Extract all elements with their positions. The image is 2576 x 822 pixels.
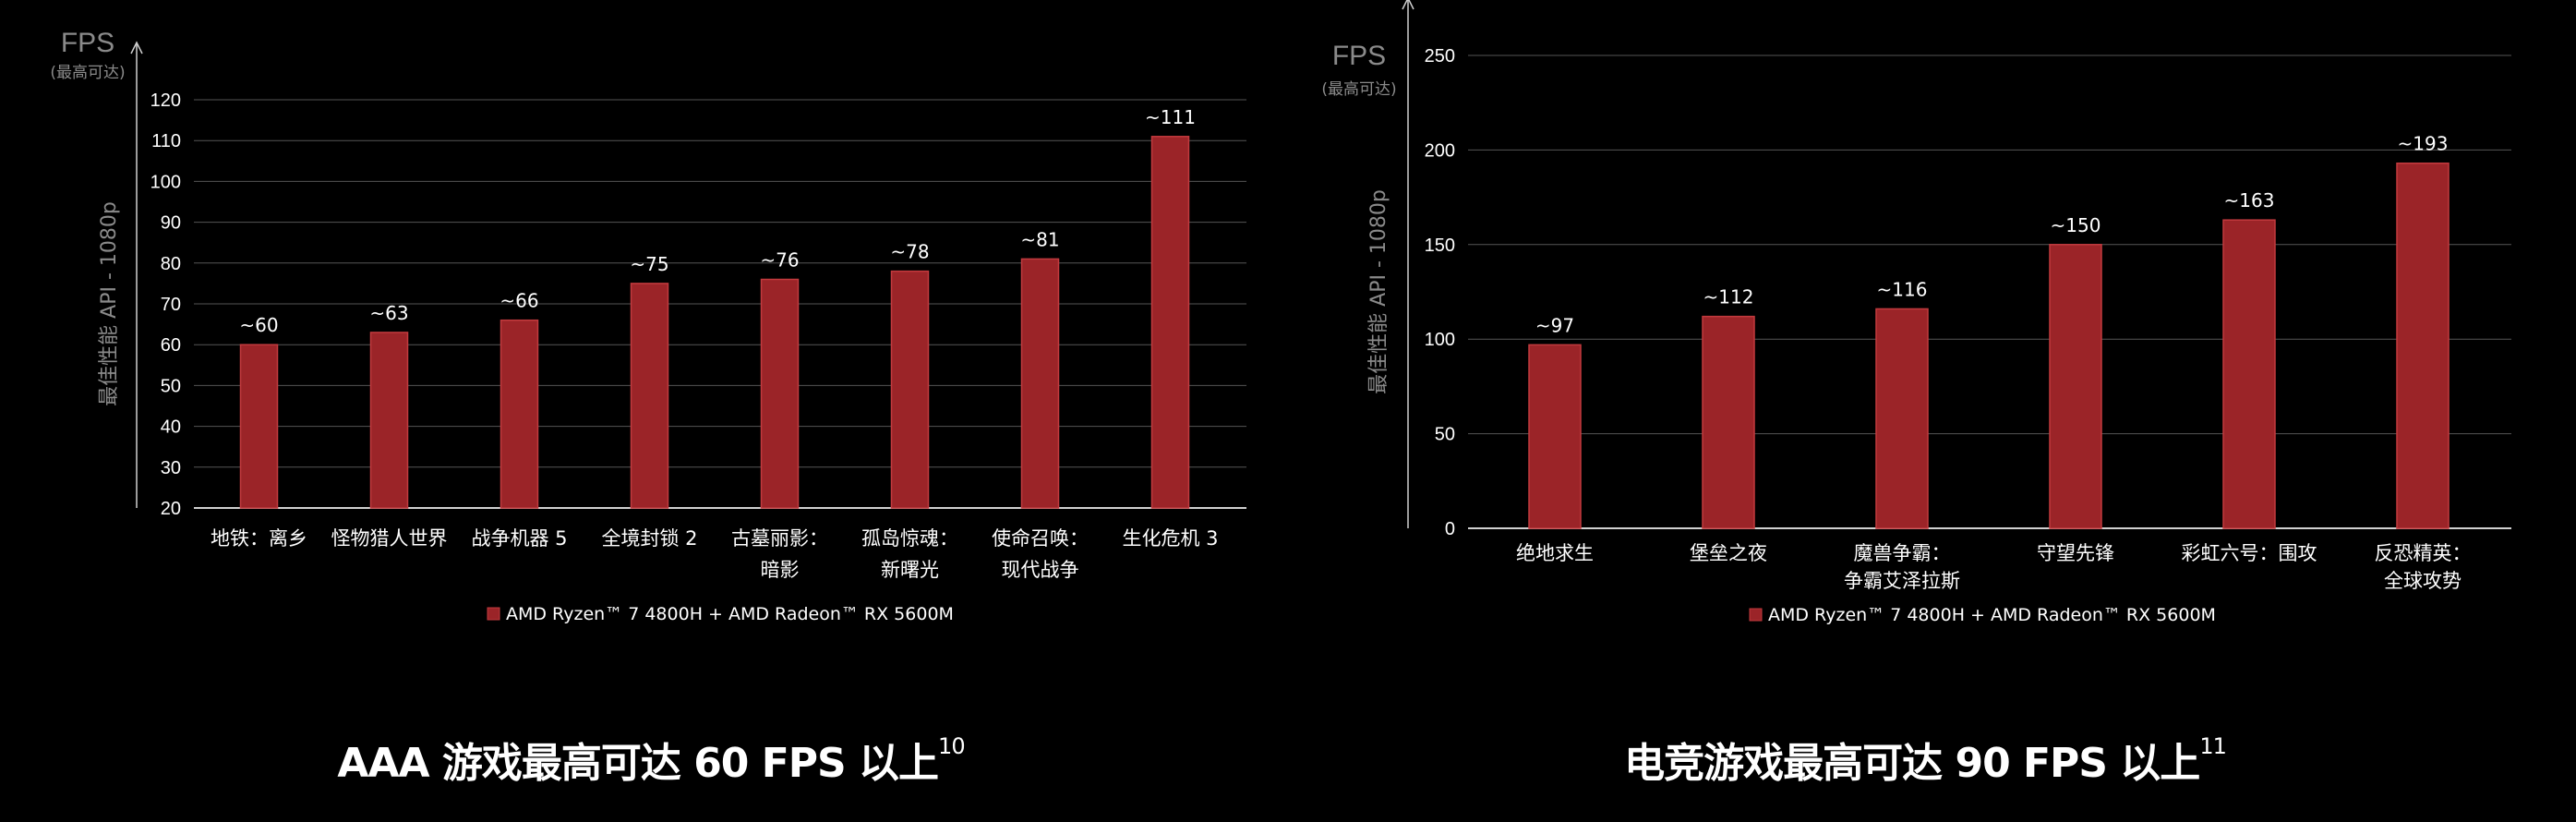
chart2-data-label: ~150 (2051, 214, 2101, 236)
caption-right: 电竞游戏最高可达 90 FPS 以上11 (1624, 730, 2227, 789)
caption-right-footnote: 11 (2199, 733, 2227, 759)
chart2-category-label: 全球攻势 (2384, 570, 2462, 592)
chart1-y-axis-arrowhead (130, 41, 143, 54)
chart1-y-unit-note: (最高可达) (50, 64, 125, 82)
chart1-bar (630, 283, 669, 509)
chart1-category-label: 古墓丽影： (731, 527, 828, 550)
chart1-category-label: 怪物猎人世界 (331, 527, 448, 550)
chart2-y-unit-note: (最高可达) (1321, 80, 1396, 99)
chart1-y-tick-label: 70 (161, 295, 181, 315)
chart2-legend-label: AMD Ryzen™ 7 4800H + AMD Radeon™ RX 5600… (1768, 605, 2216, 625)
chart1-y-tick-label: 120 (150, 91, 181, 111)
chart2-y-tick-label: 200 (1425, 140, 1455, 161)
chart1-y-tick-label: 20 (161, 499, 181, 519)
chart1-data-label: ~81 (1020, 228, 1059, 250)
chart2-y-axis-arrowhead (1402, 0, 1414, 10)
chart2-category-label: 绝地求生 (1516, 542, 1594, 564)
chart2-y-unit: FPS (1332, 41, 1386, 71)
chart1-y-tick-label: 40 (161, 417, 181, 438)
chart2-category-label: 魔兽争霸： (1854, 542, 1951, 564)
chart1-bar (500, 319, 539, 509)
chart1-data-label: ~63 (369, 302, 408, 324)
chart1-y-tick-label: 60 (161, 335, 181, 356)
chart2-category-label: 堡垒之夜 (1690, 542, 1767, 564)
chart1-data-label: ~75 (630, 253, 668, 275)
chart1-y-tick-label: 110 (151, 131, 181, 151)
chart1-category-label: 孤岛惊魂： (861, 527, 958, 550)
chart1-y-tick-label: 90 (161, 213, 181, 234)
chart1-category-label: 使命召唤： (992, 527, 1089, 550)
chart2-y-tick-label: 250 (1425, 46, 1455, 66)
chart1-y-tick-label: 80 (161, 254, 181, 274)
chart1-bar (1150, 136, 1190, 509)
chart2-category-label: 彩虹六号：围攻 (2182, 542, 2317, 564)
chart2-data-label: ~116 (1877, 278, 1928, 300)
chart1-bar (239, 344, 279, 509)
caption-left: AAA 游戏最高可达 60 FPS 以上10 (337, 730, 966, 789)
chart2-data-label: ~163 (2224, 189, 2275, 212)
chart1-bar (890, 270, 930, 509)
chart1-bar (1020, 258, 1060, 509)
chart1-bar (760, 278, 800, 509)
chart2-bar (2396, 162, 2450, 529)
chart1-y-tick-label: 50 (161, 376, 181, 396)
chart2-y-axis-label: 最佳性能 API - 1080p (1367, 189, 1390, 394)
chart1-y-tick-label: 30 (161, 458, 181, 478)
chart1-data-label: ~66 (500, 290, 538, 312)
chart1-data-label: ~78 (890, 241, 929, 263)
chart1-y-unit: FPS (61, 28, 114, 58)
chart2-bar (2222, 219, 2276, 529)
chart1-category-label: 暗影 (761, 559, 800, 581)
chart2-category-label: 争霸艾泽拉斯 (1844, 570, 1960, 592)
chart2-y-tick-label: 50 (1435, 425, 1455, 445)
caption-right-text: 电竞游戏最高可达 90 FPS 以上 (1624, 740, 2200, 787)
chart1-data-label: ~60 (239, 314, 278, 336)
caption-left-footnote: 10 (938, 733, 966, 759)
chart2-bar (2049, 244, 2102, 529)
chart1-category-label: 现代战争 (1002, 559, 1079, 581)
chart1-y-axis-label: 最佳性能 API - 1080p (98, 201, 121, 406)
chart1-legend-label: AMD Ryzen™ 7 4800H + AMD Radeon™ RX 5600… (506, 604, 954, 624)
chart1-y-tick-label: 100 (150, 172, 181, 192)
chart2-bar (1702, 315, 1755, 529)
chart2-bar (1875, 308, 1929, 529)
chart1-data-label: ~111 (1145, 106, 1196, 128)
chart1-category-label: 生化危机 3 (1122, 527, 1218, 550)
chart1-category-label: 地铁：离乡 (211, 527, 307, 550)
chart2-y-tick-label: 0 (1445, 519, 1455, 539)
chart1-category-label: 新曙光 (881, 559, 939, 581)
chart1-category-label: 全境封锁 2 (601, 527, 697, 550)
chart2-data-label: ~193 (2398, 133, 2449, 155)
chart1-category-label: 战争机器 5 (471, 527, 567, 550)
chart1-data-label: ~76 (760, 248, 799, 271)
chart2-legend-swatch (1749, 608, 1763, 622)
chart2-y-tick-label: 100 (1425, 330, 1455, 350)
chart2-data-label: ~97 (1535, 314, 1574, 336)
chart2-data-label: ~112 (1703, 286, 1754, 308)
chart2-category-label: 守望先锋 (2037, 542, 2114, 564)
chart1-legend-swatch (487, 607, 500, 621)
chart2-y-tick-label: 150 (1425, 236, 1455, 256)
caption-left-text: AAA 游戏最高可达 60 FPS 以上 (337, 740, 939, 787)
chart1-bar (369, 332, 409, 509)
chart2-category-label: 反恐精英： (2375, 542, 2472, 564)
chart2-bar (1528, 344, 1582, 529)
